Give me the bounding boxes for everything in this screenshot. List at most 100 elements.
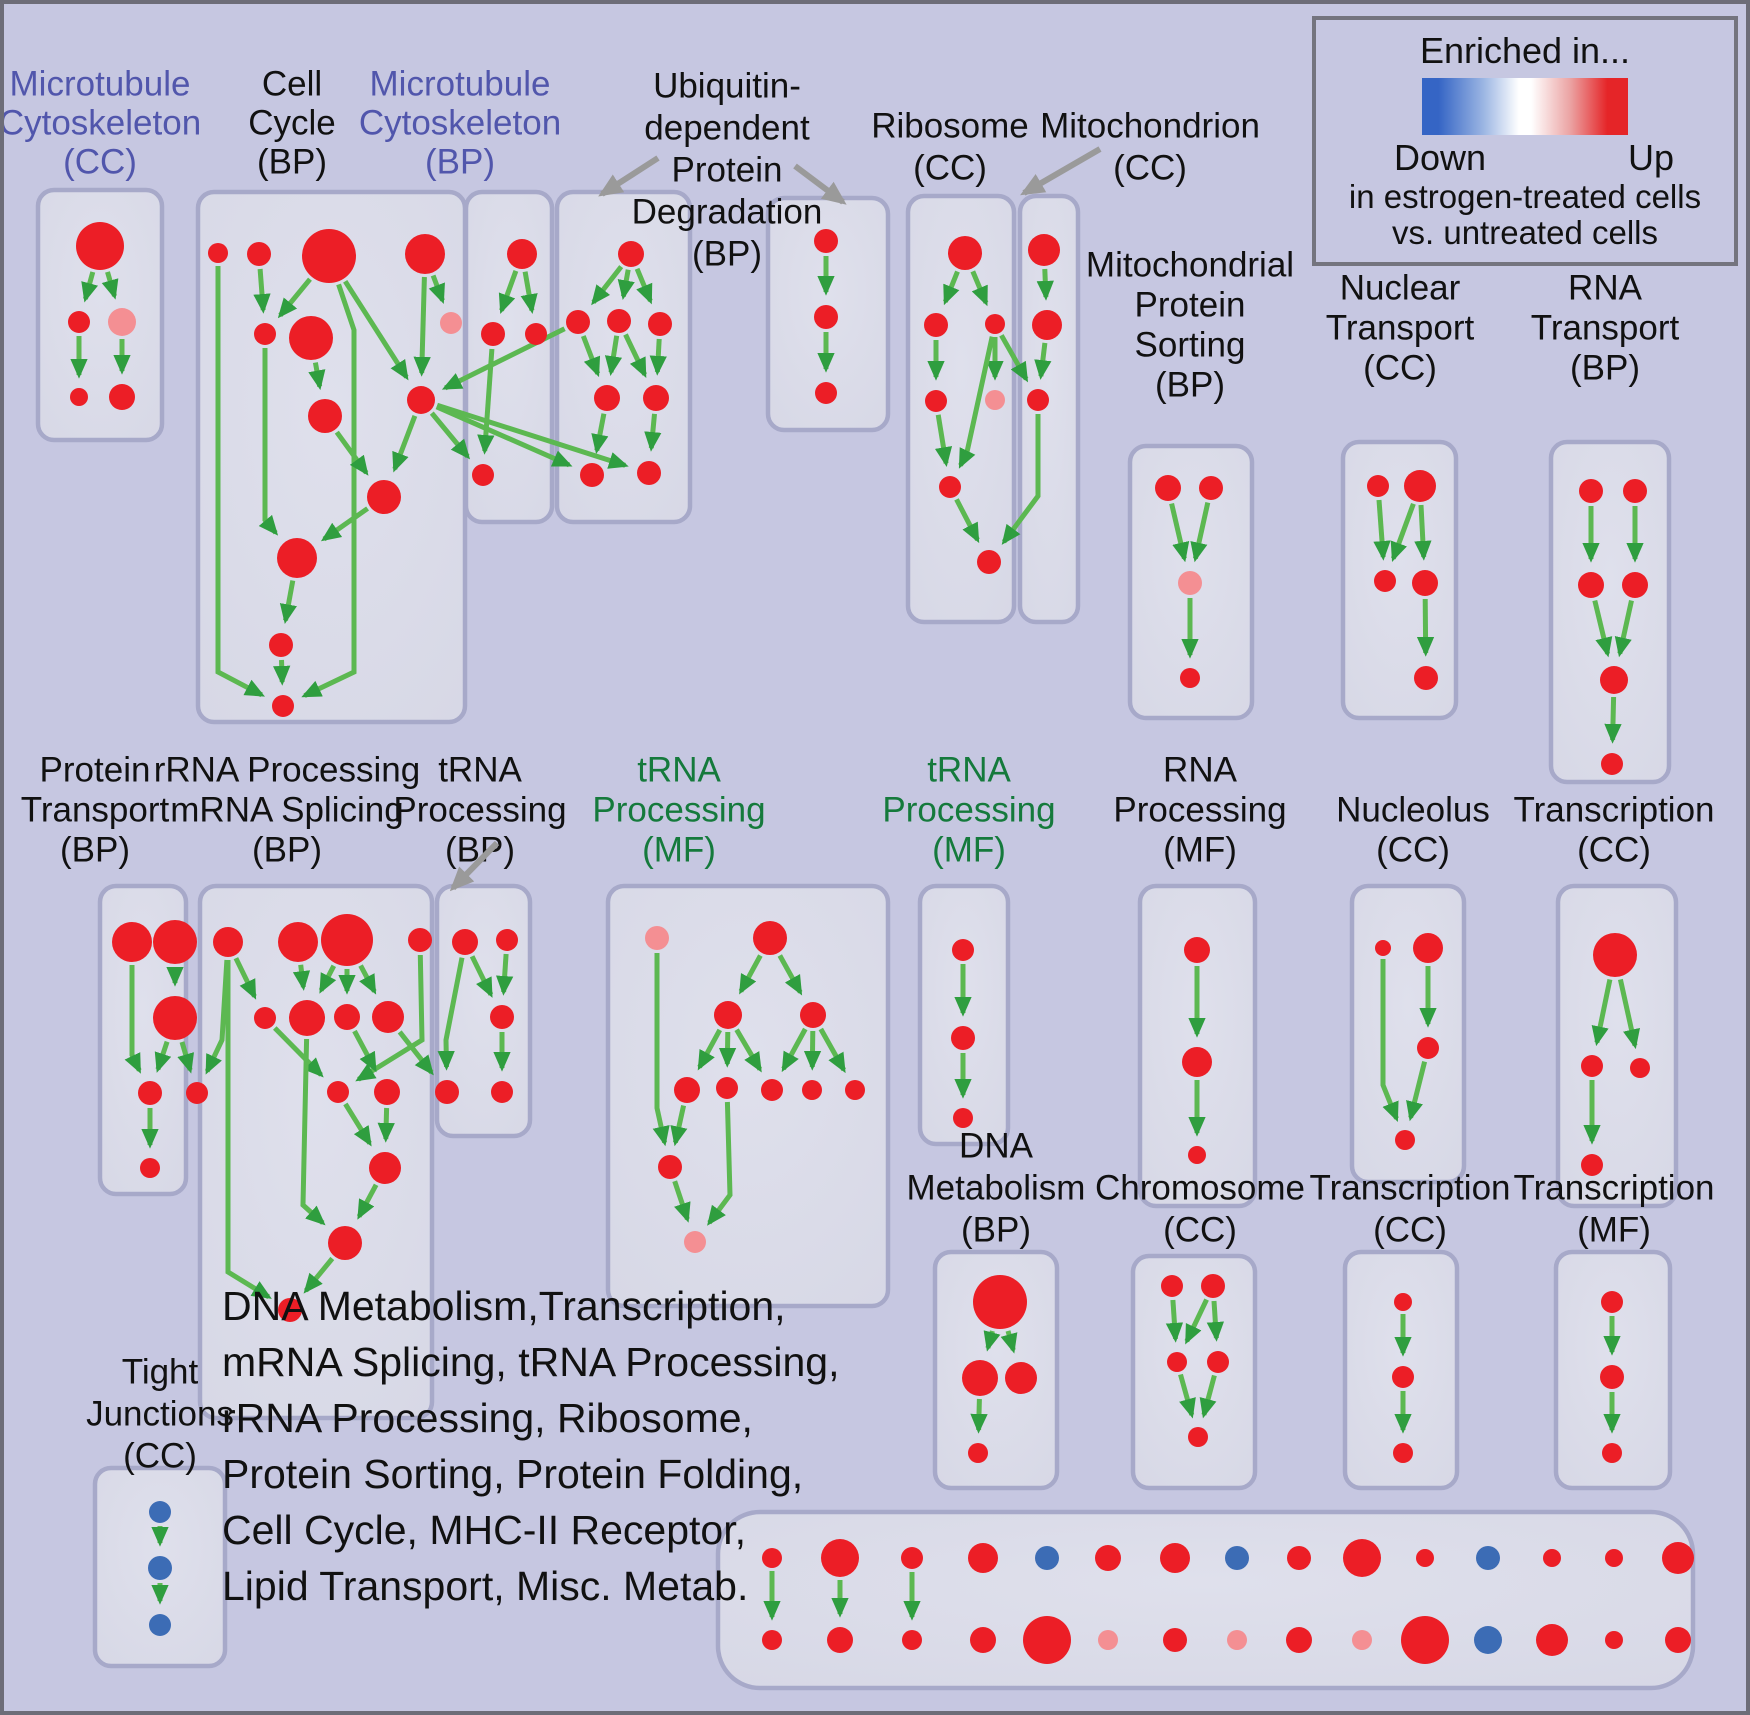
node-rrna-0-red (213, 927, 243, 957)
group-label-line: Ubiquitin- (653, 66, 801, 105)
group-label-ribosome: Ribosome (CC) (871, 106, 1029, 187)
group-box-rna_proc (1137, 883, 1258, 1209)
node-transcription_mf-1-red (1600, 1365, 1624, 1389)
edge-cross (429, 411, 471, 460)
edge-trna_mf_big (652, 953, 670, 1147)
node-rrna-3-red (408, 928, 432, 952)
group-label-line: Processing (1113, 790, 1286, 829)
edge-trna_mf_big (781, 1027, 808, 1073)
group-label-line: Transcription (1514, 1168, 1715, 1207)
node-ubiq_left-2-red (607, 309, 631, 333)
group-label-line: Junctions (86, 1394, 234, 1433)
group-label-nuclear: Nuclear Transport (CC) (1326, 268, 1475, 387)
layer-nodes (68, 222, 1694, 1664)
group-label-line: Protein (1135, 285, 1246, 324)
node-rrna-2-red (321, 914, 373, 966)
node-nuclear-4-red (1414, 666, 1438, 690)
note-line: rRNA Processing, Ribosome, (222, 1395, 753, 1441)
edge-cross (435, 404, 573, 468)
group-label-protein_transport: Protein Transport (BP) (21, 750, 170, 869)
node-mito_sort-1-red (1199, 476, 1223, 500)
node-rrna-9-red (374, 1079, 400, 1105)
node-rrna-6-red (334, 1004, 360, 1030)
node-rrna-10-red (369, 1152, 401, 1184)
edge-trna_mf_big (707, 1101, 733, 1226)
node-trna_mf_big-0-pink (645, 926, 669, 950)
edge-trna_mf_big (734, 1028, 763, 1073)
node-ribosome-1-red (924, 313, 948, 337)
node-rna_transport-5-red (1601, 753, 1623, 775)
legend-title: Enriched in... (1419, 30, 1631, 71)
group-label-line: Transport (21, 790, 170, 829)
node-misc-14-red (1662, 1542, 1694, 1574)
group-label-line: Nuclear (1340, 268, 1461, 307)
node-cell_cycle-10-red (277, 538, 317, 578)
node-misc-24-pink (1352, 1630, 1372, 1650)
node-misc-3-red (968, 1543, 998, 1573)
edge-rrna (300, 1038, 326, 1226)
edge-mito_sort (1190, 502, 1211, 563)
node-trna_bp-2-red (490, 1005, 514, 1029)
node-trna_mf_small-2-red (953, 1108, 973, 1128)
edge-cell_cycle (308, 362, 326, 391)
group-label-line: (CC) (1113, 148, 1187, 187)
group-label-line: (BP) (60, 830, 130, 869)
edge-ubiq_left (604, 335, 623, 376)
node-cell_cycle-4-red (254, 323, 276, 345)
note-line: Cell Cycle, MHC-II Receptor, (222, 1507, 747, 1553)
edge-chromosome (1165, 1299, 1184, 1343)
node-misc-28-red (1605, 1631, 1623, 1649)
group-label-line: (BP) (1155, 365, 1225, 404)
edge-transcription_cc (1617, 978, 1640, 1050)
edge-ubiq_left (644, 413, 662, 452)
legend-up-label: Up (1627, 137, 1674, 178)
label-pointer-arrow-icon (793, 163, 847, 205)
node-misc-26-blue (1474, 1626, 1502, 1654)
node-mito_sort-2-pink (1178, 571, 1202, 595)
node-transcription_cc-0-red (1593, 933, 1637, 977)
node-trna_bp-0-red (452, 929, 478, 955)
group-box-protein_transport (97, 883, 189, 1197)
edge-ubiq_left (580, 335, 601, 378)
node-mito_sort-3-red (1180, 668, 1200, 688)
node-ribosome-2-red (985, 314, 1005, 334)
edge-mt_bp (498, 270, 519, 314)
group-label-line: Tight (122, 1352, 199, 1391)
node-misc-27-red (1536, 1624, 1568, 1656)
node-trna_mf_big-5-red (716, 1077, 738, 1099)
group-label-line: (BP) (1570, 348, 1640, 387)
edge-ribosome (970, 270, 989, 307)
edge-trna_mf_big (672, 1180, 691, 1223)
node-transcription_cc2-0-red (1394, 1293, 1412, 1311)
edge-rrna (356, 1183, 379, 1220)
group-label-line: (CC) (913, 148, 987, 187)
group-label-line: Nucleolus (1336, 790, 1490, 829)
edge-ubiq_left (649, 338, 667, 376)
group-box-rna_transport (1548, 439, 1672, 785)
edge-cell_cycle (320, 506, 370, 542)
group-label-line: Cytoskeleton (359, 103, 561, 142)
group-label-mito: Mitochondrion (CC) (1040, 106, 1260, 187)
edge-cell_cycle (253, 268, 271, 314)
note-line: Lipid Transport, Misc. Metab. (222, 1563, 749, 1609)
node-ubiq_right-1-red (814, 305, 838, 329)
node-trna_bp-3-red (435, 1080, 459, 1104)
node-rna_transport-0-red (1579, 479, 1603, 503)
edge-rna_transport (1604, 696, 1622, 744)
group-label-line: Transcription (1514, 790, 1715, 829)
node-rna_transport-2-red (1578, 572, 1604, 598)
node-rna_transport-4-red (1600, 666, 1628, 694)
group-label-line: RNA (1163, 750, 1238, 789)
node-cell_cycle-6-pink (440, 312, 462, 334)
node-misc-23-red (1286, 1627, 1312, 1653)
group-label-transcription_mf: Transcription (MF) (1514, 1168, 1715, 1249)
node-cell_cycle-12-red (272, 695, 294, 717)
group-label-line: Microtubule (10, 64, 191, 103)
node-misc-0-red (762, 1548, 782, 1568)
group-label-line: Ribosome (871, 106, 1029, 145)
node-nuclear-1-red (1404, 470, 1436, 502)
group-label-line: (BP) (257, 142, 327, 181)
node-nucleolus-3-red (1395, 1130, 1415, 1150)
node-mt_cc-3-red (70, 388, 88, 406)
